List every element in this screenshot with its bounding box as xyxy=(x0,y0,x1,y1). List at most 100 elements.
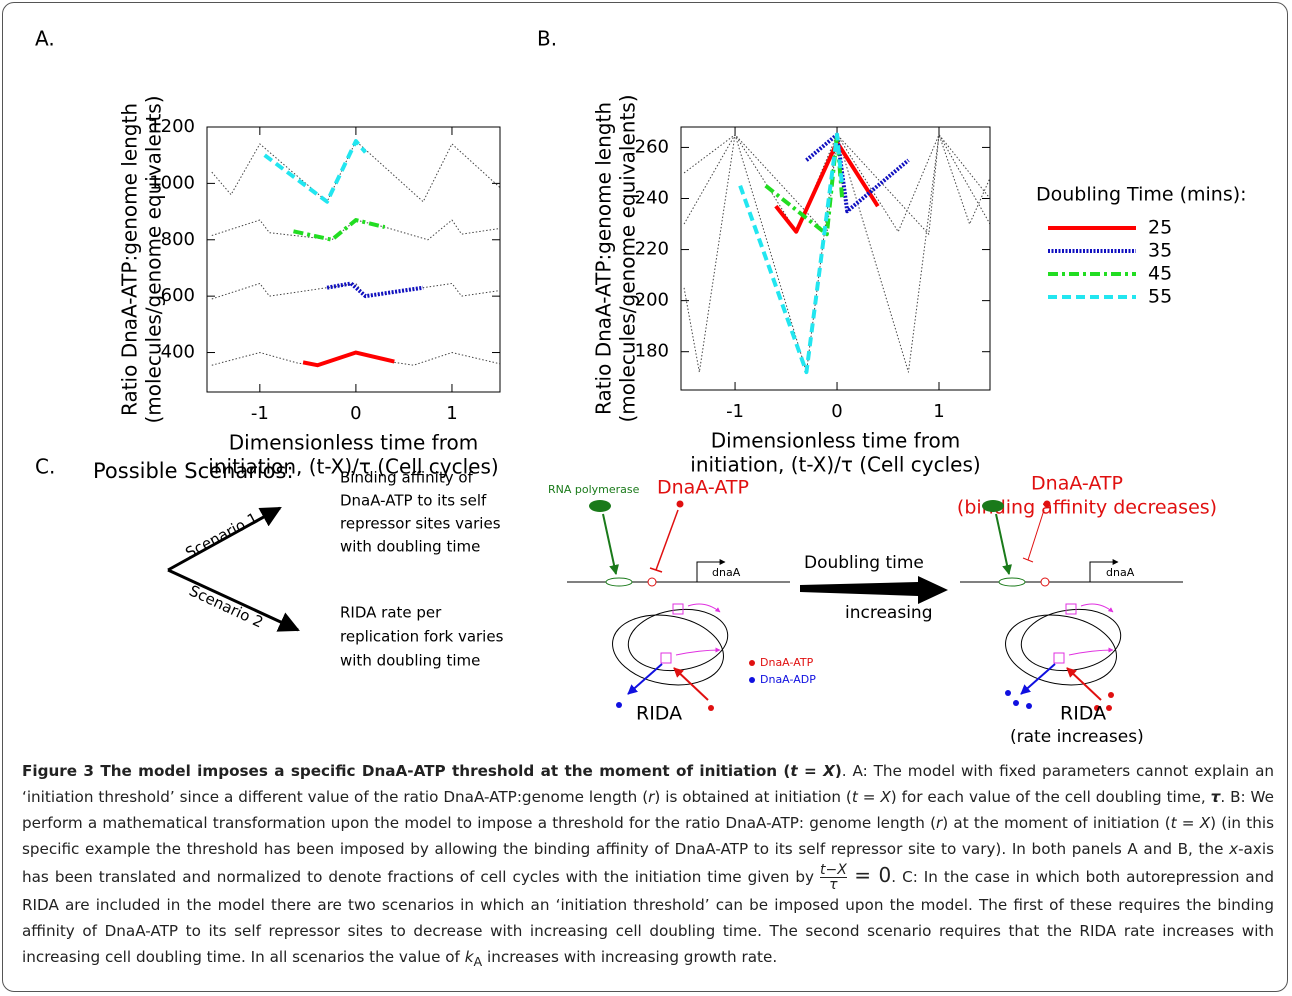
adp-dot xyxy=(1005,690,1011,696)
scenario-text: Binding affinity of xyxy=(340,469,474,487)
scenario-arrow xyxy=(167,568,300,632)
x-tick-label: -1 xyxy=(251,403,269,424)
y-tick-label: 400 xyxy=(161,342,195,363)
plot-frame xyxy=(206,126,501,393)
series-line xyxy=(211,140,500,203)
promoter xyxy=(605,577,633,587)
legend-label: 25 xyxy=(1148,217,1172,239)
arrow xyxy=(627,663,663,695)
arrow xyxy=(1066,667,1102,701)
series-line xyxy=(738,132,845,375)
series-line xyxy=(211,219,500,241)
series-line xyxy=(211,352,500,366)
caption-text: . A: The model with fixed parameters can… xyxy=(22,762,1275,806)
polymerase xyxy=(982,500,1004,512)
big-arrow xyxy=(800,576,948,604)
caption-text: ) xyxy=(834,762,842,780)
caption-text: r xyxy=(936,814,943,832)
x-tick-label: -1 xyxy=(726,401,744,422)
x-tick-label: 1 xyxy=(446,403,457,424)
series-line xyxy=(683,134,990,373)
caption-text: τ xyxy=(1210,788,1221,806)
fork-arrow xyxy=(675,647,721,656)
fork xyxy=(672,603,684,615)
series-line xyxy=(805,132,910,214)
series-line xyxy=(302,350,395,368)
dnaa-atp-label: DnaA-ATP xyxy=(657,477,749,499)
arrow-label: Doubling time xyxy=(804,553,924,573)
y-tick-label: 180 xyxy=(635,341,669,362)
caption-text: k xyxy=(464,948,474,966)
y-axis-label: (molecules/genome equivalents) xyxy=(616,94,640,422)
y-tick-label: 200 xyxy=(635,290,669,311)
atp-dot xyxy=(1108,692,1114,698)
rida-label: RIDA xyxy=(1060,703,1106,725)
scenario-text: DnaA-ATP to its self xyxy=(340,492,487,510)
caption-text: Figure 3 The model imposes a specific Dn… xyxy=(22,762,791,780)
atp-dot xyxy=(1106,705,1112,711)
x-axis-label: Dimensionless time from xyxy=(711,429,960,453)
caption-text: r xyxy=(648,788,655,806)
heading: Possible Scenarios: xyxy=(93,459,294,483)
x-tick-label: 0 xyxy=(831,401,842,422)
y-tick-label: 1200 xyxy=(149,116,195,137)
series-line xyxy=(683,134,990,235)
scenario-text: with doubling time xyxy=(340,538,480,556)
caption-text: ) (in this specific example the threshol… xyxy=(22,814,1274,858)
fork-arrow xyxy=(1080,603,1114,613)
caption-text: t = X xyxy=(851,788,891,806)
fork xyxy=(1053,652,1065,664)
adp-dot xyxy=(1026,703,1032,709)
caption-text: ) at the moment of initiation ( xyxy=(942,814,1171,832)
caption-text: x xyxy=(1229,840,1239,858)
operator xyxy=(1040,577,1050,587)
legend-label: 45 xyxy=(1148,263,1172,285)
polymerase xyxy=(589,500,611,512)
caption-text: . B: We perform a mathematical transform… xyxy=(22,788,1275,832)
fork xyxy=(1065,603,1077,615)
repression-bar xyxy=(649,567,663,573)
y-tick-label: 600 xyxy=(161,285,195,306)
rida-note: (rate increases) xyxy=(1010,727,1144,747)
scenario-arrow xyxy=(167,506,282,572)
transcription-arrow xyxy=(1089,559,1119,582)
panel-label: A. xyxy=(35,27,55,51)
dnaa-atp-label: DnaA-ATP xyxy=(1031,473,1123,495)
series-line xyxy=(774,140,880,234)
panel-label: B. xyxy=(537,27,557,51)
caption-text: -axis has been translated and normalized… xyxy=(22,840,1274,886)
repression xyxy=(655,509,679,571)
legend-dot xyxy=(749,677,755,683)
dnaa-atp-dot xyxy=(1043,500,1051,508)
arrow-label: increasing xyxy=(845,603,932,623)
caption-text: A xyxy=(473,954,483,970)
fork-arrow xyxy=(687,603,721,613)
polymerase-label: RNA polymerase xyxy=(548,483,640,496)
dnaa-atp-note: (binding affinity decreases) xyxy=(957,497,1217,519)
series-line xyxy=(263,139,368,204)
legend-text: DnaA-ADP xyxy=(760,673,816,686)
x-axis-label: initiation, (t-X)/τ (Cell cycles) xyxy=(208,455,498,479)
caption-text: t = X xyxy=(790,762,835,780)
series-line xyxy=(293,218,386,242)
legend-title: Doubling Time (mins): xyxy=(1036,184,1247,206)
transcription-arrow xyxy=(696,559,726,582)
chromosome xyxy=(1005,614,1117,686)
adp-dot xyxy=(1013,700,1019,706)
scenario-text: replication fork varies xyxy=(340,628,504,646)
y-axis-label: (molecules/genome equivalents) xyxy=(142,95,166,423)
adp-dot xyxy=(616,702,622,708)
arrow xyxy=(995,513,1012,575)
legend-label: 35 xyxy=(1148,240,1172,262)
legend-dot xyxy=(749,660,755,666)
caption: Figure 3 The model imposes a specific Dn… xyxy=(22,758,1274,975)
arrow xyxy=(673,667,709,701)
legend-label: 55 xyxy=(1148,286,1172,308)
scenario-text: RIDA rate per xyxy=(340,604,442,622)
y-tick-label: 240 xyxy=(635,187,669,208)
atp-dot xyxy=(1094,705,1100,711)
x-tick-label: 1 xyxy=(933,401,944,422)
series-line xyxy=(326,281,424,299)
